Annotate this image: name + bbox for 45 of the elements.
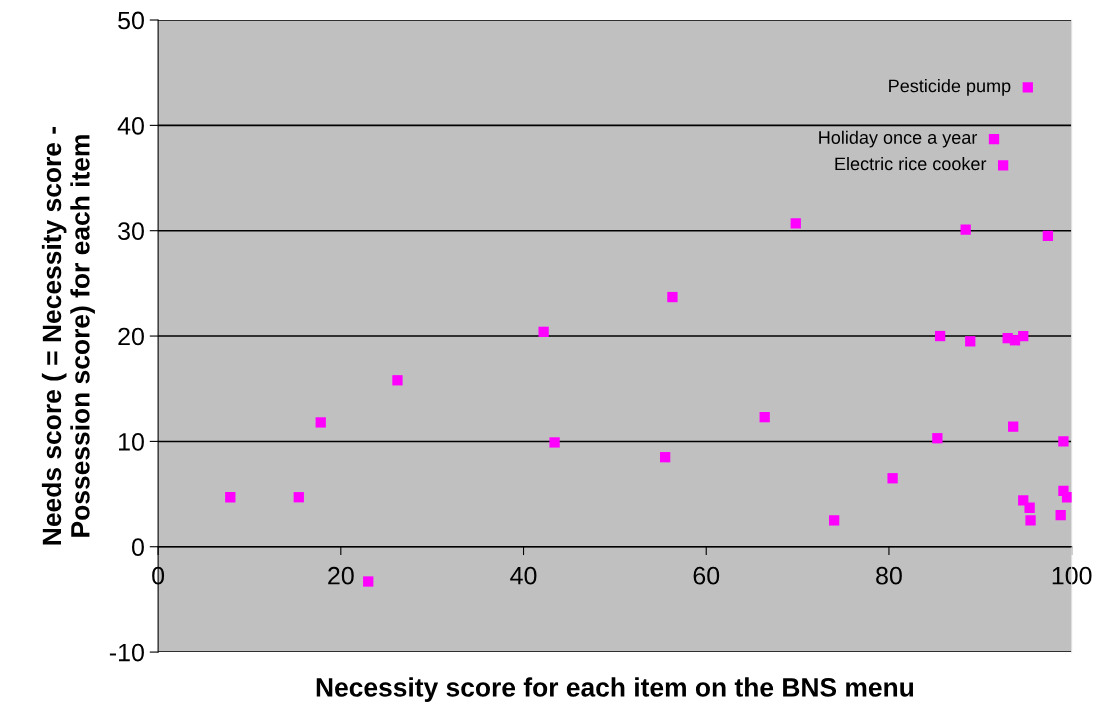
y-tick-label: 30 <box>118 222 144 241</box>
point <box>790 218 801 229</box>
point <box>293 492 304 503</box>
x-axis-title: Necessity score for each item on the BNS menu <box>316 677 914 702</box>
y-tick-label: 40 <box>117 116 144 135</box>
point <box>759 412 770 423</box>
point <box>934 330 946 342</box>
point <box>363 576 374 587</box>
y-tick-label: 20 <box>118 327 144 346</box>
x-tick-label: 80 <box>876 566 902 585</box>
point <box>965 336 976 347</box>
y-axis-title: Needs score ( = Necessity score - Possession score) for each item <box>41 126 95 545</box>
point <box>1024 502 1035 513</box>
annotation: Electric rice cooker <box>835 156 987 171</box>
point <box>225 492 236 503</box>
point <box>659 452 671 463</box>
y-tick-label: 50 <box>118 11 144 30</box>
x-tick-label: 100 <box>1052 566 1092 585</box>
annotation: Pesticide pump <box>889 79 1011 96</box>
point <box>1042 230 1054 242</box>
point <box>988 133 1000 145</box>
point <box>828 515 840 526</box>
y-tick-label: 10 <box>119 432 144 451</box>
point <box>960 224 971 235</box>
point <box>1018 330 1029 342</box>
point <box>1008 421 1019 432</box>
point <box>1061 492 1072 503</box>
point <box>997 160 1009 171</box>
x-tick-label: 60 <box>693 566 720 585</box>
y-tick-label: 0 <box>131 538 144 557</box>
point <box>392 375 403 386</box>
point <box>538 326 549 337</box>
point <box>1025 515 1036 526</box>
point <box>1055 509 1066 521</box>
point <box>932 433 943 444</box>
point <box>1022 82 1033 93</box>
x-tick-label: 40 <box>510 566 537 585</box>
y-tick-label: -10 <box>109 643 144 662</box>
point <box>1058 436 1069 447</box>
point <box>667 291 678 303</box>
point <box>887 473 898 484</box>
annotation: Holiday once a year <box>819 130 978 148</box>
point <box>549 437 560 448</box>
point <box>315 417 326 428</box>
x-tick-label: 20 <box>328 566 354 585</box>
